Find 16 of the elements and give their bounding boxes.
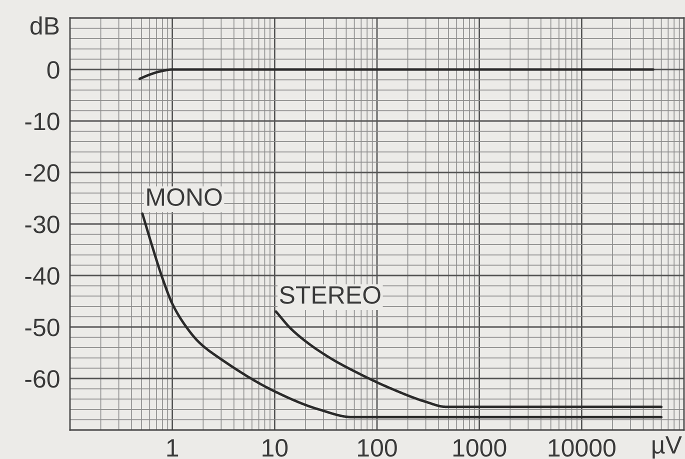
y-tick-label: -10 <box>25 112 60 130</box>
y-tick-label: -20 <box>25 164 60 182</box>
y-tick-label: -50 <box>25 318 60 336</box>
y-tick-label: -30 <box>25 216 60 234</box>
y-tick-label: -60 <box>25 370 60 388</box>
y-axis-title: dB <box>30 16 59 35</box>
y-tick-label: -40 <box>25 267 60 285</box>
x-axis-title: µV <box>652 436 682 459</box>
y-tick-label: 0 <box>47 61 60 79</box>
series-label: MONO <box>147 188 222 206</box>
x-tick-label: 1 <box>167 439 178 456</box>
x-tick-label: 1000 <box>453 438 506 457</box>
series-label: STEREO <box>280 286 380 304</box>
x-tick-label: 10 <box>262 438 288 457</box>
x-tick-label: 10000 <box>548 438 616 457</box>
x-tick-label: 100 <box>358 438 397 457</box>
